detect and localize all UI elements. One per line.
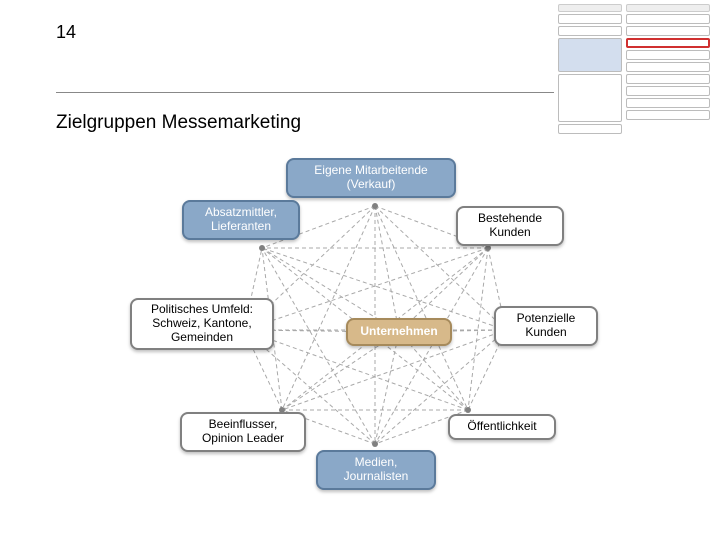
node-label: Öffentlichkeit bbox=[467, 420, 536, 434]
node-label: Bestehende Kunden bbox=[478, 212, 542, 240]
thumb-left-header bbox=[558, 4, 622, 12]
outer-node: Bestehende Kunden bbox=[456, 206, 564, 246]
thumb-right-item bbox=[626, 50, 710, 60]
thumb-right-item bbox=[626, 86, 710, 96]
thumb-left-box bbox=[558, 124, 622, 134]
node-label: Unternehmen bbox=[360, 325, 437, 339]
page-number: 14 bbox=[56, 22, 76, 43]
outer-node: Beeinflusser, Opinion Leader bbox=[180, 412, 306, 452]
outer-node: Öffentlichkeit bbox=[448, 414, 556, 440]
thumb-left-bluebox bbox=[558, 38, 622, 72]
node-label: Absatzmittler, Lieferanten bbox=[205, 206, 277, 234]
thumb-right-item-current bbox=[626, 38, 710, 48]
outer-node: Medien, Journalisten bbox=[316, 450, 436, 490]
thumb-left-box bbox=[558, 14, 622, 24]
outer-node: Eigene Mitarbeitende (Verkauf) bbox=[286, 158, 456, 198]
node-label: Politisches Umfeld: Schweiz, Kantone, Ge… bbox=[151, 303, 253, 344]
network-diagram: Eigene Mitarbeitende (Verkauf) Bestehende… bbox=[0, 150, 720, 520]
thumb-right-item bbox=[626, 26, 710, 36]
node-label: Potenzielle Kunden bbox=[517, 312, 576, 340]
progress-thumbnail bbox=[554, 4, 714, 132]
outer-node: Absatzmittler, Lieferanten bbox=[182, 200, 300, 240]
thumb-right-item bbox=[626, 14, 710, 24]
thumb-left-box bbox=[558, 74, 622, 122]
slide-page: 14 Zielgruppen Messemarketing Eigene bbox=[0, 0, 720, 540]
thumb-right-item bbox=[626, 62, 710, 72]
thumb-left-box bbox=[558, 26, 622, 36]
thumb-right-header bbox=[626, 4, 710, 12]
node-label: Medien, Journalisten bbox=[344, 456, 409, 484]
center-node: Unternehmen bbox=[346, 318, 452, 346]
node-label: Eigene Mitarbeitende (Verkauf) bbox=[314, 164, 427, 192]
node-label: Beeinflusser, Opinion Leader bbox=[202, 418, 284, 446]
page-title: Zielgruppen Messemarketing bbox=[56, 112, 301, 134]
thumb-right-item bbox=[626, 74, 710, 84]
thumb-right-item bbox=[626, 110, 710, 120]
thumb-right-col bbox=[626, 4, 710, 132]
outer-node: Politisches Umfeld: Schweiz, Kantone, Ge… bbox=[130, 298, 274, 350]
outer-node: Potenzielle Kunden bbox=[494, 306, 598, 346]
thumb-right-item bbox=[626, 98, 710, 108]
